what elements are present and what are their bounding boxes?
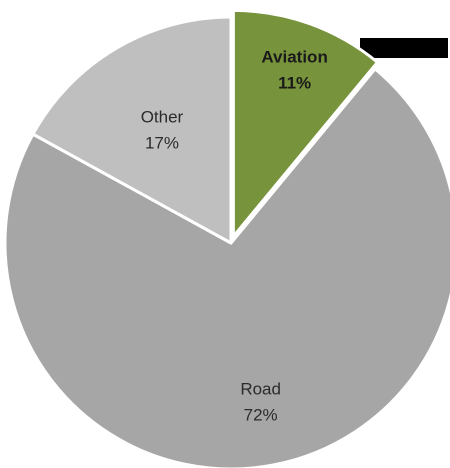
slice-label-road: Road 72%	[240, 379, 281, 424]
slice-label-aviation: Aviation 11%	[261, 47, 327, 92]
pie-slices	[3, 8, 450, 468]
slice-aviation	[231, 8, 379, 238]
slice-category-other: Other	[141, 107, 184, 126]
slice-label-other: Other 17%	[141, 107, 184, 152]
slice-other	[31, 15, 233, 245]
aviation-leader-bar	[360, 38, 448, 58]
slice-category-road: Road	[240, 379, 281, 398]
pie-labels: Aviation 11% Road 72% Other 17%	[141, 47, 328, 424]
slice-road	[3, 67, 450, 468]
slice-percent-other: 17%	[145, 133, 179, 152]
slice-percent-aviation: 11%	[278, 73, 311, 92]
slice-percent-road: 72%	[244, 405, 278, 424]
slice-category-aviation: Aviation	[261, 47, 327, 66]
